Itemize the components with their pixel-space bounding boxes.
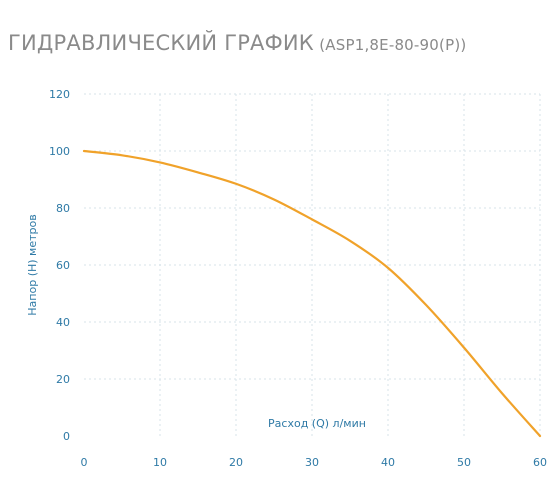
y-tick-label: 60 [56, 259, 70, 272]
x-tick-label: 50 [457, 456, 471, 469]
y-tick-label: 120 [49, 88, 70, 101]
x-tick-label: 40 [381, 456, 395, 469]
y-tick-label: 20 [56, 373, 70, 386]
x-tick-label: 10 [153, 456, 167, 469]
x-tick-label: 60 [533, 456, 547, 469]
y-tick-label: 40 [56, 316, 70, 329]
y-tick-label: 0 [63, 430, 70, 443]
x-tick-label: 0 [81, 456, 88, 469]
y-axis-label: Напор (Н) метров [26, 214, 39, 315]
chart-title-main: ГИДРАВЛИЧЕСКИЙ ГРАФИК [8, 31, 314, 55]
grid-lines [84, 93, 541, 436]
y-tick-label: 80 [56, 202, 70, 215]
x-tick-labels: 0 10 20 30 40 50 60 [81, 456, 548, 469]
x-tick-label: 30 [305, 456, 319, 469]
series-line [82, 149, 542, 438]
chart-title-model: (ASP1,8E-80-90(P)) [319, 36, 467, 54]
x-axis-label: Расход (Q) л/мин [268, 417, 366, 430]
x-tick-label: 20 [229, 456, 243, 469]
y-tick-labels: 0 20 40 60 80 100 120 [49, 88, 70, 443]
chart-title: ГИДРАВЛИЧЕСКИЙ ГРАФИК (ASP1,8E-80-90(P)) [8, 31, 466, 55]
y-tick-label: 100 [49, 145, 70, 158]
